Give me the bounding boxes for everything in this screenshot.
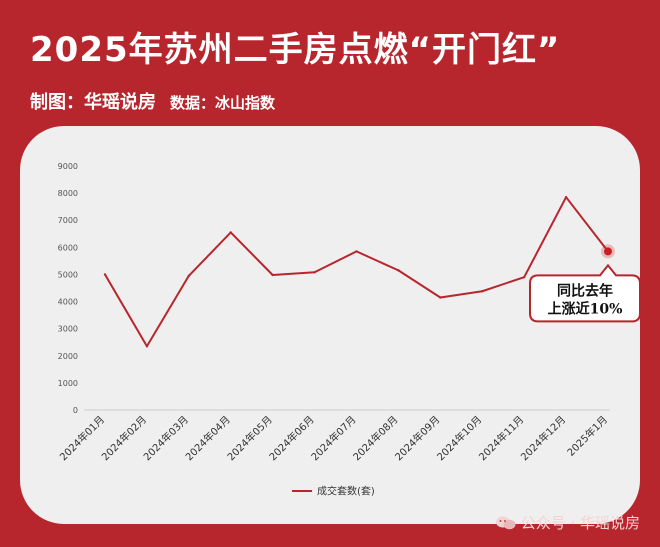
data-point bbox=[439, 296, 442, 299]
data-point bbox=[103, 273, 107, 276]
data-point bbox=[564, 195, 568, 199]
line-chart: 0 1000 2000 3000 4000 5000 6000 7000 8000 9000 202… bbox=[57, 162, 640, 498]
data-point bbox=[271, 273, 274, 277]
y-tick-label: 2000 bbox=[58, 352, 78, 361]
data-point bbox=[397, 269, 400, 272]
y-tick-label: 6000 bbox=[58, 243, 78, 252]
y-tick-label: 8000 bbox=[58, 189, 78, 198]
data-source-label: 数据：冰山指数 bbox=[170, 94, 276, 112]
y-tick-label: 3000 bbox=[58, 325, 78, 334]
data-point bbox=[229, 231, 232, 234]
x-tick-label: 2025年1月 bbox=[564, 413, 610, 459]
watermark: 公众号 · 华瑶说房 bbox=[495, 512, 640, 533]
made-by-label: 制图：华瑶说房 bbox=[30, 92, 156, 113]
series-line bbox=[104, 196, 609, 348]
y-tick-label: 9000 bbox=[58, 162, 78, 171]
data-point bbox=[187, 274, 191, 277]
y-tick-label: 5000 bbox=[58, 270, 78, 279]
chart-card: 0 1000 2000 3000 4000 5000 6000 7000 8000 9000 202… bbox=[20, 126, 640, 524]
annotation-line-2: 上涨近10% bbox=[548, 300, 623, 317]
annotation-line-1: 同比去年 bbox=[557, 282, 613, 299]
watermark-text: 公众号 · 华瑶说房 bbox=[520, 514, 640, 532]
highlight-point bbox=[604, 247, 612, 256]
credits-line: 制图：华瑶说房 数据：冰山指数 bbox=[30, 88, 275, 114]
y-tick-label: 0 bbox=[73, 406, 78, 415]
data-point bbox=[355, 250, 358, 253]
page-title: 2025年苏州二手房点燃“开门红” bbox=[30, 30, 561, 70]
y-tick-label: 7000 bbox=[58, 216, 78, 225]
y-tick-label: 1000 bbox=[58, 379, 78, 388]
legend-label: 成交套数(套) bbox=[317, 485, 375, 498]
y-tick-label: 4000 bbox=[58, 298, 78, 307]
data-point bbox=[313, 271, 316, 274]
annotation-callout bbox=[529, 263, 640, 323]
data-point bbox=[145, 345, 149, 348]
wechat-icon bbox=[495, 516, 516, 530]
data-point bbox=[481, 290, 484, 293]
x-tick-label: 2024年12月 bbox=[518, 413, 568, 463]
data-point bbox=[522, 275, 526, 279]
